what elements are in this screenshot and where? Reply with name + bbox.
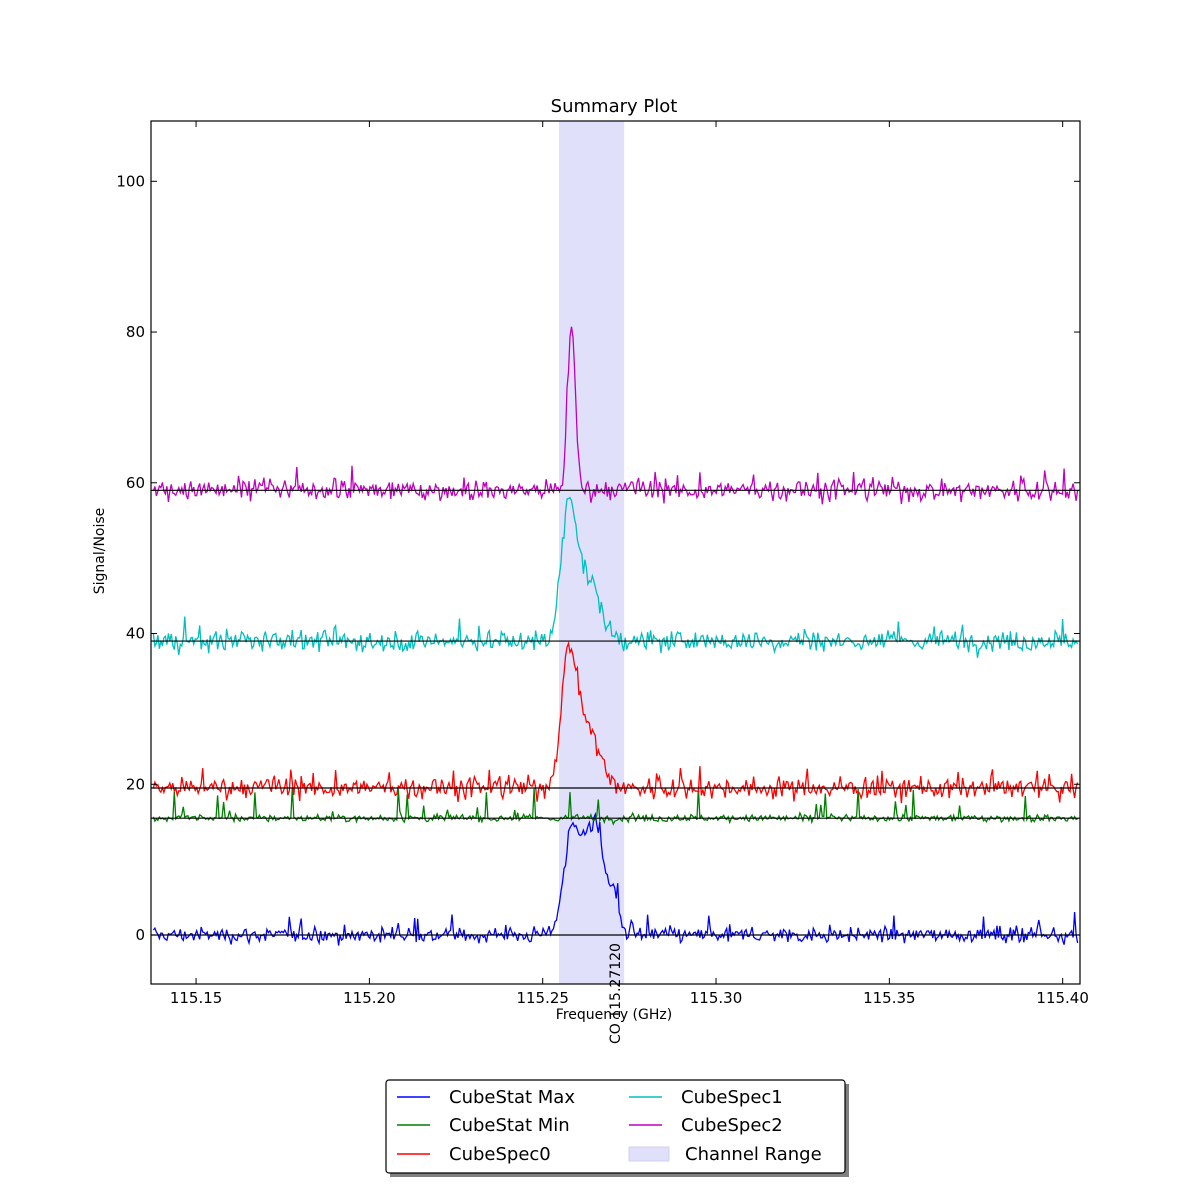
legend-label-cubespec2: CubeSpec2 xyxy=(681,1115,783,1136)
legend-label-channel-range: Channel Range xyxy=(685,1144,822,1165)
axes-frame xyxy=(150,120,1081,985)
legend-box xyxy=(385,1079,846,1174)
y-tick-label: 0 xyxy=(135,926,145,944)
y-tick-label: 80 xyxy=(126,323,145,341)
x-tick-label: 115.30 xyxy=(690,989,743,1007)
y-tick-label: 40 xyxy=(126,625,145,643)
legend-label-cubestat-min: CubeStat Min xyxy=(449,1115,570,1136)
legend-label-cubespec1: CubeSpec1 xyxy=(681,1087,783,1108)
x-tick-label: 115.20 xyxy=(343,989,396,1007)
legend-swatch-channel-range xyxy=(628,1146,670,1162)
chart-title: Summary Plot xyxy=(551,96,678,117)
legend-label-cubestat-max: CubeStat Max xyxy=(449,1087,575,1108)
legend: CubeStat Max CubeStat Min CubeSpec0 CubeSpe… xyxy=(385,1079,849,1177)
x-tick-label: 115.35 xyxy=(863,989,916,1007)
x-tick-label: 115.25 xyxy=(516,989,569,1007)
y-tick-label: 100 xyxy=(116,172,145,190)
line-annotation-co: CO 115.27120 xyxy=(608,943,624,1044)
channel-range-band xyxy=(558,121,625,984)
legend-label-cubespec0: CubeSpec0 xyxy=(449,1144,551,1165)
y-axis-label: Signal/Noise xyxy=(92,508,108,595)
x-axis-label: Frequency (GHz) xyxy=(556,1007,672,1023)
y-tick-label: 60 xyxy=(126,474,145,492)
x-tick-label: 115.15 xyxy=(170,989,223,1007)
plot-area: 115.15 115.20 115.25 115.30 115.35 115.40 0 20 4… xyxy=(116,120,1089,1044)
series-line-cubestat-max xyxy=(152,811,1079,946)
series-line-cubespec2 xyxy=(152,326,1079,505)
y-tick-label: 20 xyxy=(126,775,145,793)
series-line-cubespec1 xyxy=(152,496,1079,658)
x-tick-label: 115.40 xyxy=(1036,989,1089,1007)
